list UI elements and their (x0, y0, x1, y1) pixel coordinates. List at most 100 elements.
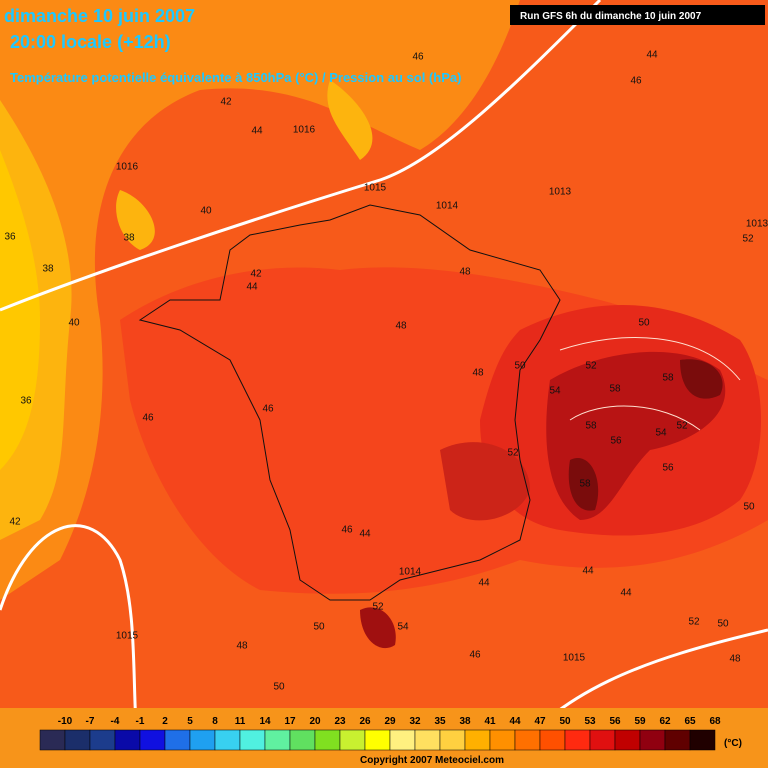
legend-swatch (39, 729, 66, 751)
legend-tick: 59 (634, 716, 646, 727)
legend-tick: 23 (334, 716, 346, 727)
legend-tick: 35 (434, 716, 446, 727)
legend-unit: (°C) (724, 738, 742, 749)
contour-label: 52 (742, 234, 754, 245)
contour-label: 38 (123, 233, 135, 244)
legend-tick: 44 (509, 716, 521, 727)
legend-swatch (589, 729, 616, 751)
legend-swatch (89, 729, 116, 751)
contour-label: 1015 (563, 653, 586, 664)
legend-tick: 65 (684, 716, 696, 727)
contour-label: 58 (609, 384, 621, 395)
rhone-zone (440, 442, 530, 521)
contour-label: 50 (273, 682, 285, 693)
legend-swatch (214, 729, 241, 751)
legend-swatch (289, 729, 316, 751)
time: 20:00 locale (+12h) (10, 32, 171, 52)
contour-label: 1013 (549, 187, 572, 198)
contour-label: 40 (68, 318, 80, 329)
legend-swatch (64, 729, 91, 751)
contour-label: 1016 (293, 125, 316, 136)
legend-swatch (614, 729, 641, 751)
date: dimanche 10 juin 2007 (4, 6, 195, 26)
subtitle: Température potentielle équivalente à 85… (10, 70, 461, 85)
contour-label: 46 (341, 525, 353, 536)
contour-label: 52 (507, 448, 519, 459)
contour-label: 48 (729, 654, 741, 665)
legend-tick: 5 (187, 716, 193, 727)
legend-swatch (464, 729, 491, 751)
contour-label: 50 (514, 361, 526, 372)
contour-label: 46 (262, 404, 274, 415)
legend-tick: -10 (58, 716, 73, 727)
contour-label: 56 (610, 436, 622, 447)
yellow-core (0, 150, 40, 470)
legend: -10 -7 -4 -1 2 5 8 11 14 17 20 23 26 29 32 35 38 41 44 47 50… (39, 716, 742, 751)
maroon-core (568, 359, 723, 511)
contour-label: 46 (142, 413, 154, 424)
isobar (0, 524, 142, 769)
contour-labels: 46 44 46 42 44 1016 1016 1015 1013 1014 40 38 36 38 48… (4, 50, 768, 693)
contour-label: 54 (549, 386, 561, 397)
contour-label: 50 (638, 318, 650, 329)
legend-swatch (239, 729, 266, 751)
legend-tick: 50 (559, 716, 571, 727)
legend-tick: 56 (609, 716, 621, 727)
pyrenees-core (360, 607, 396, 649)
contour-label: 36 (20, 396, 32, 407)
contour-label: 50 (313, 622, 325, 633)
contour-label: 58 (585, 421, 597, 432)
contour-label: 40 (200, 206, 212, 217)
contour-label: 1014 (436, 201, 459, 212)
legend-swatch (514, 729, 541, 751)
contour-label: 42 (250, 269, 262, 280)
contour-label: 44 (251, 126, 263, 137)
legend-swatch (189, 729, 216, 751)
legend-swatch (139, 729, 166, 751)
legend-tick: 17 (284, 716, 296, 727)
legend-tick: -1 (136, 716, 145, 727)
isobar (0, 0, 602, 312)
orange-zone (0, 0, 520, 600)
legend-tick: 53 (584, 716, 596, 727)
contour-label: 54 (397, 622, 409, 633)
legend-swatch (439, 729, 466, 751)
legend-swatch (664, 729, 691, 751)
legend-tick: 29 (384, 716, 396, 727)
yellow-patch (116, 80, 373, 250)
legend-swatch (564, 729, 591, 751)
legend-tick: 62 (659, 716, 671, 727)
contour-label: 1014 (399, 567, 422, 578)
legend-swatch (414, 729, 441, 751)
contour-label: 46 (630, 76, 642, 87)
contour-label: 1016 (116, 162, 139, 173)
contour-label: 44 (620, 588, 632, 599)
contour-label: 44 (646, 50, 658, 61)
legend-swatch (639, 729, 666, 751)
contour-label: 58 (662, 373, 674, 384)
contour-label: 52 (688, 617, 700, 628)
legend-swatch (114, 729, 141, 751)
contour-label: 50 (743, 502, 755, 513)
contour-label: 50 (717, 619, 729, 630)
contour-label: 44 (582, 566, 594, 577)
legend-tick: -4 (111, 716, 120, 727)
legend-swatch (389, 729, 416, 751)
legend-swatch (264, 729, 291, 751)
contour-label: 36 (4, 232, 16, 243)
legend-tick: 26 (359, 716, 371, 727)
legend-tick: 38 (459, 716, 471, 727)
contour-label: 48 (459, 267, 471, 278)
legend-swatch (689, 729, 716, 751)
legend-tick: -7 (86, 716, 95, 727)
contour-label: 58 (579, 479, 591, 490)
contour-label: 1015 (116, 631, 139, 642)
contour-label: 38 (42, 264, 54, 275)
legend-tick: 68 (709, 716, 721, 727)
contour-label: 52 (676, 421, 688, 432)
legend-swatch (489, 729, 516, 751)
legend-swatch (314, 729, 341, 751)
contour-label: 44 (359, 529, 371, 540)
contour-label: 1013 (746, 219, 768, 230)
